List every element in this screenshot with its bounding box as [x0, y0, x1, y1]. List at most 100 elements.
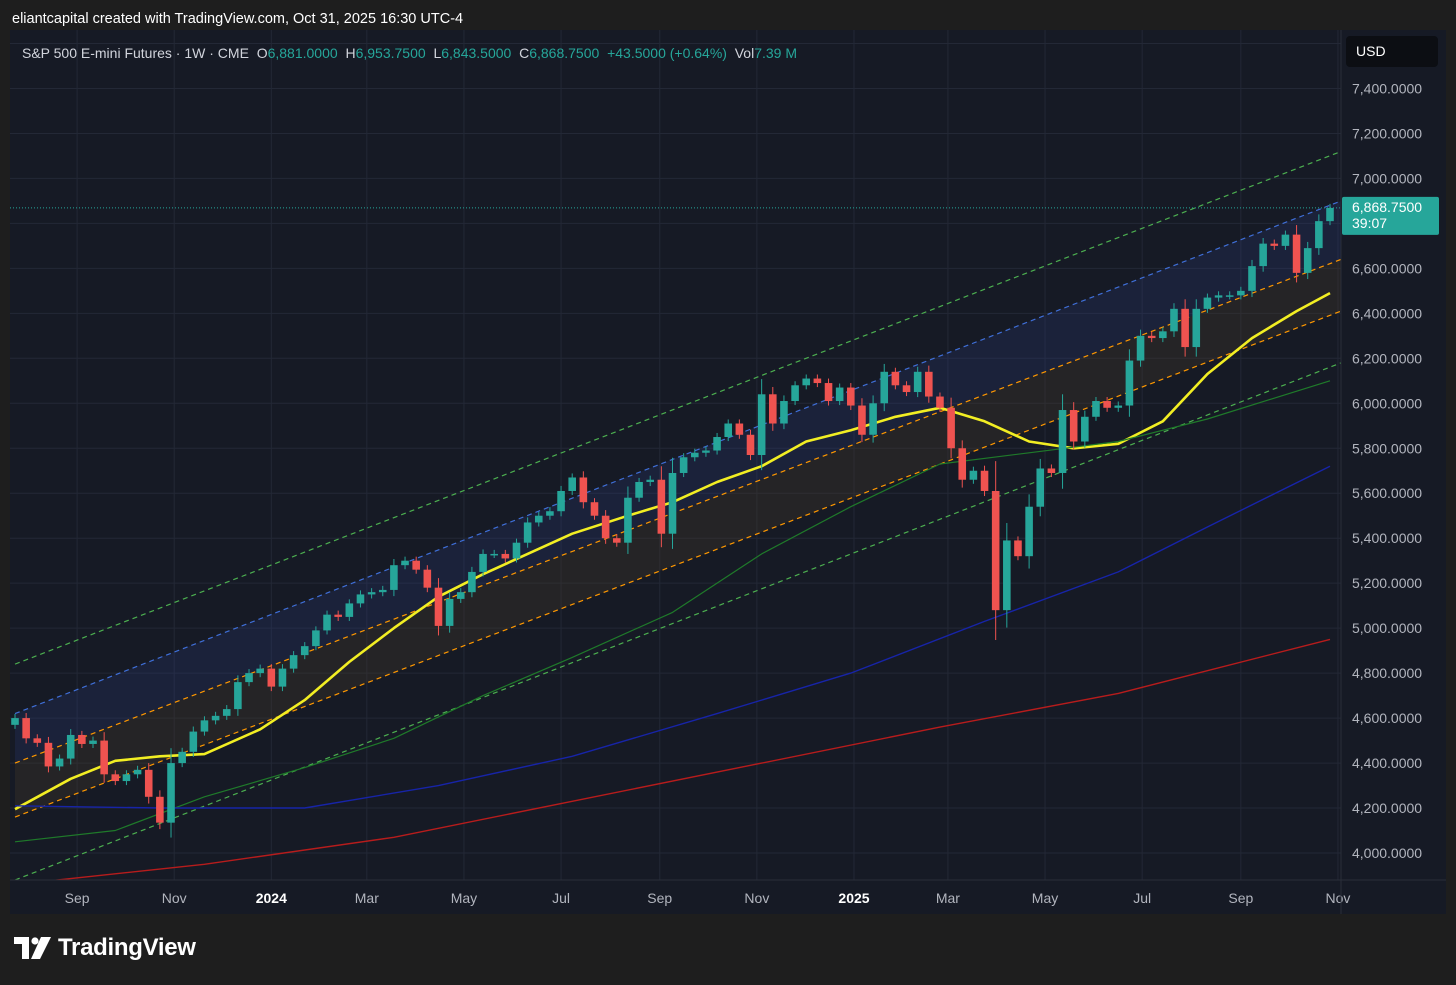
- candle-body: [1136, 335, 1145, 361]
- y-tick-label: 5,000.0000: [1352, 620, 1422, 636]
- candle-body: [189, 731, 198, 752]
- candle-body: [1014, 540, 1022, 557]
- candle-body: [869, 403, 877, 435]
- candle-body: [156, 796, 164, 823]
- candle-body: [367, 592, 376, 595]
- open-value: 6,881.0000: [267, 45, 338, 61]
- candle-body: [824, 383, 833, 402]
- candle-body: [646, 479, 655, 482]
- candle-body: [78, 734, 86, 744]
- tradingview-logo[interactable]: TradingView: [14, 934, 196, 962]
- candle-body: [802, 378, 811, 386]
- candle-body: [412, 560, 420, 570]
- candle-body: [713, 437, 721, 451]
- candle-body: [222, 709, 231, 716]
- candle-body: [312, 630, 320, 647]
- candle-body: [813, 378, 822, 384]
- x-tick-label: Sep: [647, 890, 672, 906]
- candle-body: [111, 774, 120, 782]
- y-tick-label: 5,800.0000: [1352, 440, 1422, 456]
- channel-fill-lower: [15, 259, 1341, 818]
- candle-body: [356, 594, 365, 604]
- channel-line-inner_lower2: [14, 310, 1341, 818]
- candle-body: [534, 515, 543, 523]
- low-value: 6,843.5000: [441, 45, 512, 61]
- candle-body: [546, 511, 554, 516]
- y-tick-label: 4,000.0000: [1352, 845, 1422, 861]
- x-tick-label: 2024: [256, 890, 287, 906]
- attribution-text: eliantcapital created with TradingView.c…: [12, 11, 464, 27]
- candle-body: [925, 371, 933, 397]
- candle-body: [1192, 308, 1201, 348]
- candle-body: [501, 553, 510, 559]
- candle-body: [980, 470, 989, 491]
- candle-body: [1047, 468, 1056, 473]
- candle-body: [167, 763, 175, 823]
- candle-body: [936, 396, 944, 408]
- candle-body: [746, 434, 755, 455]
- candle-body: [44, 742, 53, 767]
- candle-body: [991, 490, 1000, 611]
- candle-body: [735, 423, 744, 435]
- high-label: H: [345, 45, 356, 61]
- candle-body: [1058, 410, 1067, 473]
- channel-line-outer_lower: [14, 362, 1341, 880]
- candle-body: [211, 715, 220, 721]
- open-label: O: [256, 45, 268, 61]
- candle-body: [33, 738, 42, 743]
- candle-body: [1181, 308, 1189, 348]
- candle-body: [300, 646, 309, 656]
- candle-body: [1281, 234, 1290, 246]
- candle-body: [1248, 266, 1256, 291]
- y-tick-label: 4,600.0000: [1352, 710, 1422, 726]
- currency-button[interactable]: USD: [1346, 36, 1438, 67]
- candle-body: [1270, 243, 1279, 246]
- candle-body: [289, 655, 298, 669]
- candle-body: [969, 470, 978, 480]
- grid: [10, 30, 1341, 880]
- chart-frame[interactable]: [10, 30, 1446, 914]
- candle-body: [1081, 416, 1089, 442]
- candle-body: [1114, 405, 1123, 408]
- close-value: 6,868.7500: [529, 45, 600, 61]
- x-tick-label: Jul: [1133, 890, 1151, 906]
- candle-body: [579, 477, 588, 503]
- y-tick-label: 7,400.0000: [1352, 80, 1422, 96]
- y-tick-label: 4,400.0000: [1352, 755, 1422, 771]
- candle-body: [557, 490, 565, 512]
- ma-line-red: [50, 638, 1331, 880]
- candle-body: [390, 565, 398, 590]
- candle-body: [1003, 540, 1011, 611]
- candle-body: [880, 371, 889, 404]
- candle-body: [780, 401, 788, 424]
- candle-body: [858, 405, 866, 435]
- candle-body: [1036, 468, 1045, 507]
- y-tick-label: 7,200.0000: [1352, 125, 1422, 141]
- candle-body: [423, 569, 432, 588]
- candle-body: [724, 423, 733, 438]
- y-tick-label: 4,800.0000: [1352, 665, 1422, 681]
- candle-body: [55, 758, 64, 767]
- candle-body: [958, 448, 967, 480]
- ma-line-dark_blue: [14, 465, 1331, 809]
- candle-body: [122, 774, 131, 782]
- candle-body: [22, 718, 30, 739]
- candle-body: [702, 450, 710, 453]
- candle-body: [1159, 331, 1167, 339]
- x-tick-label: May: [451, 890, 477, 906]
- x-tick-label: Nov: [744, 890, 769, 906]
- candle-body: [1326, 207, 1334, 222]
- candle-body: [100, 740, 108, 775]
- candlesticks: [11, 203, 1334, 838]
- candle-body: [11, 718, 19, 725]
- x-tick-label: Mar: [936, 890, 960, 906]
- symbol-label[interactable]: S&P 500 E-mini Futures · 1W · CME: [22, 45, 249, 61]
- candle-body: [66, 734, 75, 759]
- candle-body: [590, 502, 599, 516]
- candle-body: [1225, 295, 1234, 297]
- candle-body: [624, 497, 632, 543]
- candle-body: [690, 452, 699, 458]
- candle-body: [1237, 290, 1245, 296]
- candle-body: [769, 394, 777, 424]
